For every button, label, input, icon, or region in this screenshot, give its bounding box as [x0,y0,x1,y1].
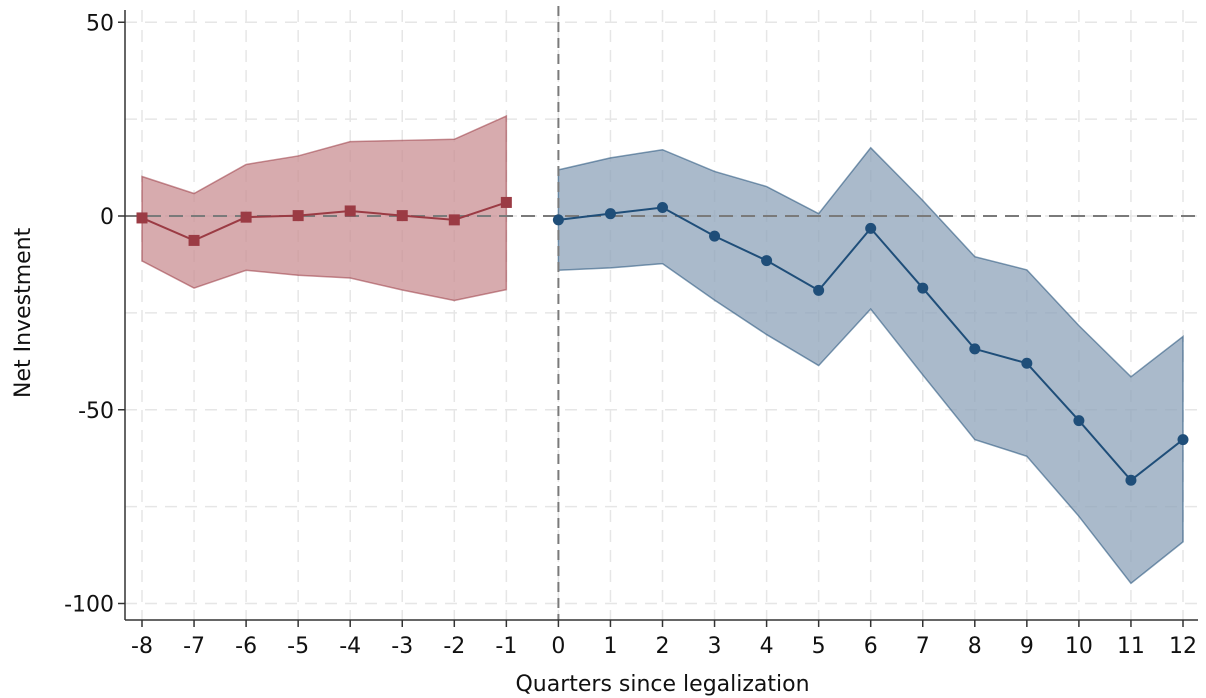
data-point-circle [1021,357,1033,369]
x-tick-label: -2 [443,634,465,659]
x-tick-label: 4 [760,634,774,659]
x-tick-label: 2 [656,634,670,659]
x-tick-label: 6 [864,634,878,659]
data-point-square [188,234,200,246]
x-tick-label: -7 [183,634,205,659]
series-line-0 [141,201,507,242]
x-tick-label: -3 [391,634,413,659]
y-tick-label: 50 [86,11,114,36]
data-point-square [500,196,512,208]
confidence-bands [141,114,1184,585]
data-point-square [396,210,408,222]
data-point-circle [1073,415,1085,427]
x-tick-label: 1 [603,634,617,659]
confidence-band-series-1 [557,146,1184,585]
data-point-circle [552,214,564,226]
data-point-circle [657,201,668,213]
data-point-circle [1177,434,1189,446]
x-tick-label: 8 [968,634,982,659]
series-lines [136,196,1189,486]
x-tick-label: 9 [1020,634,1034,659]
x-tick-label: 0 [551,634,565,659]
x-tick-label: -4 [339,634,361,659]
y-tick-label: -100 [64,593,114,618]
data-point-square [344,205,356,217]
x-tick-label: 3 [708,634,722,659]
y-tick-label: 0 [100,205,114,230]
data-point-circle [917,282,929,294]
x-tick-label: -1 [495,634,517,659]
x-tick-label: -6 [235,634,257,659]
x-tick-label: 10 [1065,634,1093,659]
axes [124,10,1198,621]
data-point-square [448,214,460,226]
data-point-circle [761,255,773,267]
data-point-square [292,210,304,222]
data-point-circle [865,222,877,234]
x-tick-label: 5 [812,634,826,659]
x-tick-label: -5 [287,634,309,659]
y-axis-title: Net Investment [11,227,36,398]
y-tick-labels: 50 0 -50 -100 [64,11,125,618]
data-point-circle [604,208,616,220]
confidence-band-series-0 [141,114,508,302]
x-tick-labels: -8 -7 -6 -5 -4 -3 -2 -1 0 1 2 3 4 5 6 7 8 9 10 11 12 [131,620,1197,659]
data-point-square [240,211,252,223]
x-tick-label: -8 [131,634,153,659]
x-tick-label: 11 [1117,634,1145,659]
data-point-circle [709,230,721,242]
x-tick-label: 7 [916,634,930,659]
data-point-square [136,212,148,224]
data-point-circle [1125,474,1137,486]
x-axis-title: Quarters since legalization [515,672,809,697]
data-point-circle [969,343,981,355]
data-point-circle [813,284,825,296]
x-tick-label: 12 [1169,634,1197,659]
y-tick-label: -50 [78,399,114,424]
